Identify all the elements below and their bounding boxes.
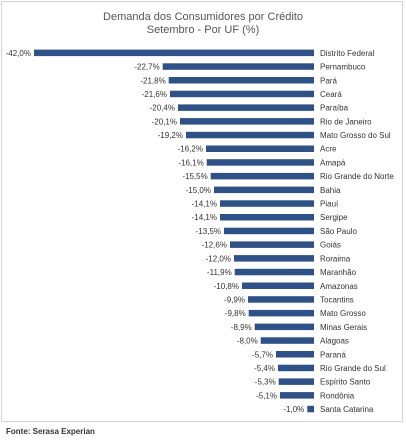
category-label-5: Rio de Janeiro (320, 117, 372, 126)
category-label-19: Mato Grosso (320, 309, 366, 318)
bar-17 (242, 282, 314, 289)
value-label-26: -1,0% (283, 405, 304, 414)
category-label-8: Amapá (320, 158, 346, 167)
category-label-22: Paraná (320, 350, 346, 359)
bar-20 (254, 323, 314, 331)
value-label-0: -42,0% (6, 49, 31, 58)
source-note: Fonte: Serasa Experian (6, 427, 95, 436)
category-label-26: Santa Catarina (320, 405, 374, 414)
bar-12 (220, 214, 314, 221)
bar-19 (248, 309, 314, 317)
category-label-15: Roraima (320, 254, 351, 263)
value-label-14: -12,6% (202, 241, 227, 250)
value-label-12: -14,1% (192, 213, 217, 222)
bar-14 (230, 241, 314, 248)
bar-21 (260, 337, 314, 344)
bar-26 (307, 405, 314, 413)
bar-15 (234, 255, 314, 262)
value-label-19: -9,8% (225, 309, 246, 318)
category-label-1: Pernambuco (320, 63, 366, 72)
bar-16 (234, 268, 314, 276)
value-label-20: -8,9% (231, 323, 252, 332)
bar-4 (178, 104, 314, 111)
bar-7 (206, 145, 314, 152)
bar-23 (278, 364, 314, 372)
category-label-2: Pará (320, 76, 337, 85)
chart-title: Demanda dos Consumidores por Crédito (103, 11, 303, 23)
value-label-13: -13,5% (196, 227, 221, 236)
bar-8 (206, 159, 314, 166)
category-label-11: Piauí (320, 200, 339, 209)
value-label-1: -22,7% (134, 63, 159, 72)
bar-2 (168, 77, 314, 84)
value-label-8: -16,1% (178, 158, 203, 167)
category-label-14: Goiás (320, 241, 341, 250)
category-label-24: Espírito Santo (320, 378, 371, 387)
category-label-12: Sergipe (320, 213, 348, 222)
category-label-13: São Paulo (320, 227, 357, 236)
category-label-20: Minas Gerais (320, 323, 367, 332)
value-label-16: -11,9% (207, 268, 232, 277)
category-label-16: Maranhão (320, 268, 357, 277)
value-label-11: -14,1% (192, 200, 217, 209)
value-label-4: -20,4% (150, 104, 175, 113)
bar-18 (248, 296, 314, 303)
value-label-2: -21,8% (140, 76, 165, 85)
category-label-25: Rondônia (320, 391, 355, 400)
bar-13 (224, 227, 314, 235)
category-label-4: Paraíba (320, 104, 349, 113)
bar-3 (170, 90, 314, 98)
value-label-24: -5,3% (255, 378, 276, 387)
value-label-10: -15,0% (186, 186, 211, 195)
bar-10 (214, 186, 314, 194)
bar-1 (162, 63, 314, 70)
value-label-7: -16,2% (178, 145, 203, 154)
value-label-6: -19,2% (158, 131, 183, 140)
category-label-6: Mato Grosso do Sul (320, 131, 391, 140)
chart-frame (1, 1, 403, 422)
value-label-21: -8,0% (237, 337, 258, 346)
category-label-9: Rio Grande do Norte (320, 172, 394, 181)
chart-subtitle: Setembro - Por UF (%) (146, 24, 260, 36)
bar-5 (180, 118, 314, 125)
category-label-21: Alagoas (320, 337, 349, 346)
value-label-17: -10,8% (214, 282, 239, 291)
bar-6 (186, 131, 314, 139)
value-label-15: -12,0% (206, 254, 231, 263)
bar-11 (220, 200, 314, 207)
category-label-18: Tocantins (320, 296, 354, 305)
bar-0 (34, 49, 314, 57)
value-label-5: -20,1% (152, 117, 177, 126)
category-label-0: Distrito Federal (320, 49, 374, 58)
bar-9 (210, 172, 314, 180)
value-label-18: -9,9% (224, 296, 245, 305)
value-label-9: -15,5% (182, 172, 207, 181)
bar-25 (280, 392, 314, 399)
value-label-23: -5,4% (254, 364, 275, 373)
category-label-17: Amazonas (320, 282, 358, 291)
bar-22 (276, 351, 314, 358)
value-label-22: -5,7% (252, 350, 273, 359)
category-label-3: Ceará (320, 90, 342, 99)
value-label-25: -5,1% (256, 391, 277, 400)
category-label-7: Acre (320, 145, 337, 154)
category-label-23: Rio Grande do Sul (320, 364, 386, 373)
bar-24 (278, 378, 314, 385)
value-label-3: -21,6% (142, 90, 167, 99)
category-label-10: Bahia (320, 186, 341, 195)
